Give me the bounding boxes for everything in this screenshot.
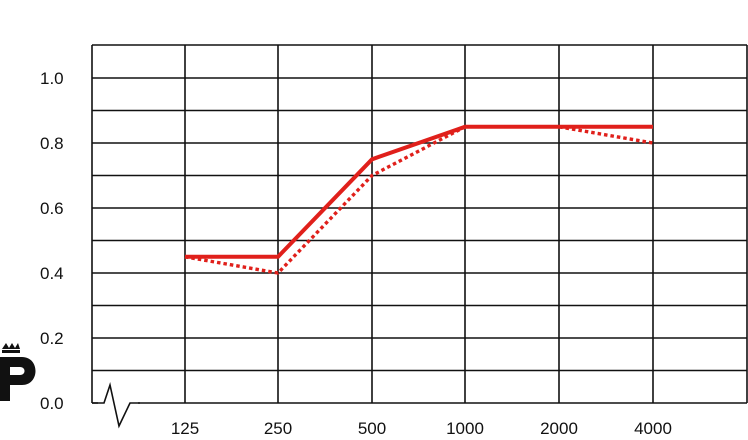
- y-tick-label: 0.4: [40, 264, 64, 283]
- x-tick-label: 1000: [446, 419, 484, 438]
- axis-break-mark: [92, 381, 140, 429]
- y-tick-label: 0.2: [40, 329, 64, 348]
- x-tick-label: 125: [171, 419, 199, 438]
- x-axis-ticks: 125 250 500 1000 2000 4000: [171, 419, 672, 438]
- y-tick-label: 0.0: [40, 394, 64, 413]
- y-tick-label: 0.6: [40, 199, 64, 218]
- x-tick-label: 500: [358, 419, 386, 438]
- chart-series: [184, 124, 654, 275]
- chart-grid: [91, 45, 748, 404]
- crown-p-logo-icon: [0, 343, 36, 401]
- x-tick-label: 2000: [540, 419, 578, 438]
- y-tick-label: 0.8: [40, 134, 64, 153]
- y-axis-ticks: 0.0 0.2 0.4 0.6 0.8 1.0: [40, 69, 64, 413]
- x-tick-label: 250: [264, 419, 292, 438]
- y-tick-label: 1.0: [40, 69, 64, 88]
- series-line-dotted: [184, 125, 654, 275]
- x-tick-label: 4000: [634, 419, 672, 438]
- axis-break-zigzag: [92, 381, 140, 429]
- series-line-solid: [185, 124, 653, 259]
